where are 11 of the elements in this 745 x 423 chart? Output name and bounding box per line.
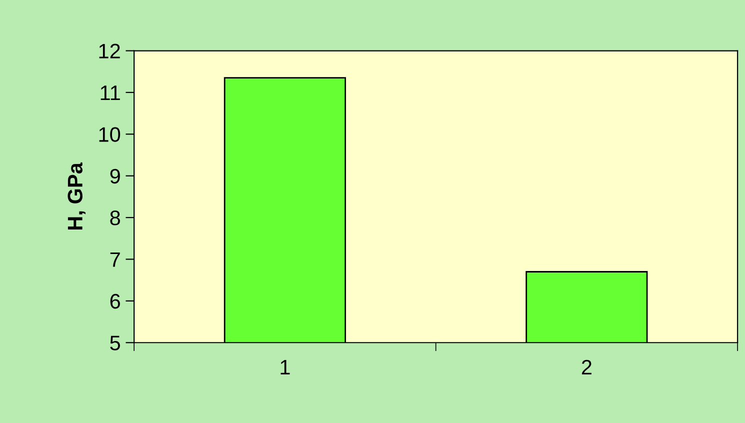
y-axis-title: H, GPa (68, 162, 86, 230)
y-tick-label: 11 (100, 86, 120, 100)
y-tick-label: 6 (110, 294, 120, 309)
y-tick-label: 10 (99, 127, 120, 142)
y-tick-label: 5 (110, 336, 120, 350)
x-tick-label: 2 (582, 360, 592, 374)
y-tick-label: 8 (110, 210, 120, 226)
y-tick-label: 7 (110, 252, 120, 267)
y-tick-label: 9 (110, 168, 120, 184)
y-tick-label: 12 (99, 44, 120, 58)
x-tick-label: 1 (280, 360, 290, 374)
